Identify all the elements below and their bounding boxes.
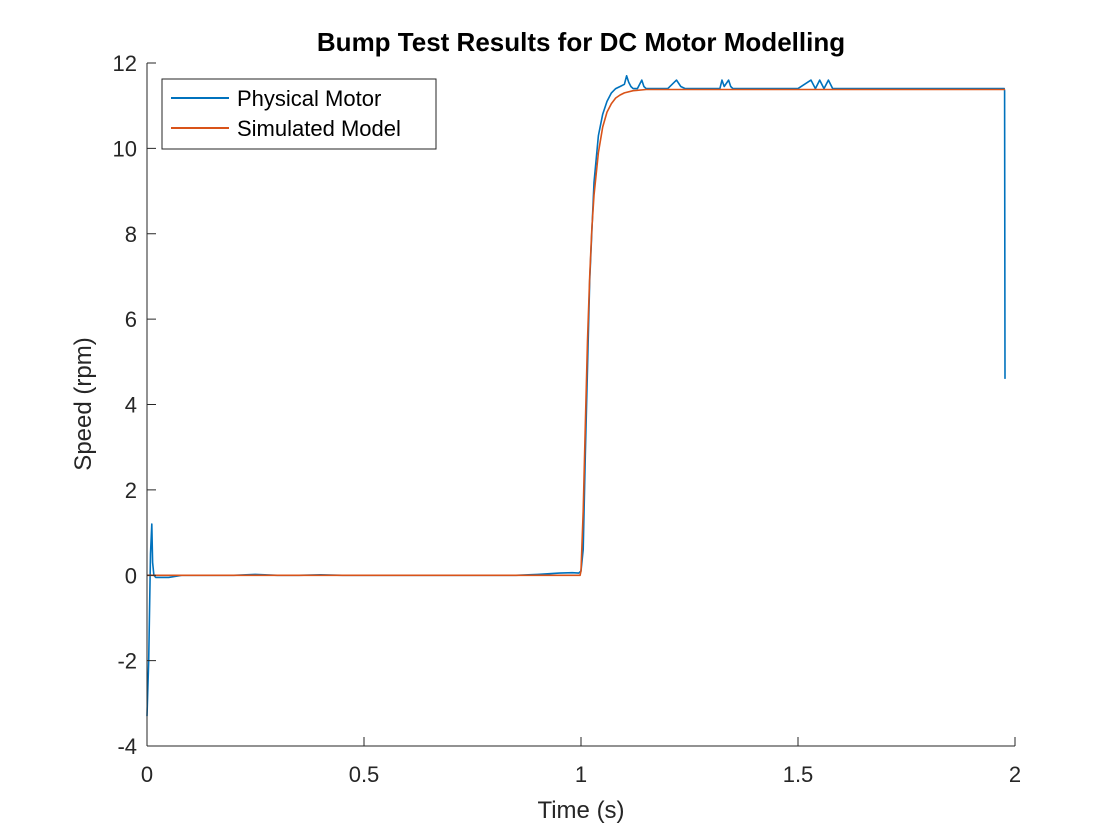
legend-box bbox=[161, 78, 437, 150]
plot-background bbox=[147, 63, 1015, 746]
y-tick-label: 8 bbox=[125, 222, 137, 247]
y-tick-label: 6 bbox=[125, 307, 137, 332]
plot-area bbox=[146, 62, 1016, 747]
x-tick-label: 1 bbox=[575, 762, 587, 787]
x-tick-labels: 0 0.5 1 1.5 2 bbox=[141, 762, 1021, 787]
y-tick-label: -4 bbox=[117, 734, 137, 759]
x-tick-label: 1.5 bbox=[783, 762, 814, 787]
y-axis-label: Speed (rpm) bbox=[70, 337, 97, 470]
series-line-simulated-model bbox=[147, 88, 1005, 577]
x-axis-label: Time (s) bbox=[537, 797, 624, 824]
x-tick-label: 0.5 bbox=[349, 762, 380, 787]
y-tick-labels: -4 -2 0 2 4 6 8 10 12 bbox=[113, 51, 137, 759]
y-tick-label: 4 bbox=[125, 393, 137, 418]
x-tick-label: 0 bbox=[141, 762, 153, 787]
series-layer bbox=[146, 75, 1006, 717]
y-tick-label: 0 bbox=[125, 563, 137, 588]
y-tick-label: 12 bbox=[113, 51, 137, 76]
y-tick-label: 10 bbox=[113, 136, 137, 161]
x-tick-label: 2 bbox=[1009, 762, 1021, 787]
legend-entry-simulated-model: Simulated Model bbox=[237, 116, 401, 141]
chart-title: Bump Test Results for DC Motor Modelling bbox=[317, 27, 845, 57]
y-tick-label: 2 bbox=[125, 478, 137, 503]
axes-layer bbox=[146, 62, 1016, 747]
legend: Physical Motor Simulated Model bbox=[161, 78, 437, 150]
legend-entry-physical-motor: Physical Motor bbox=[237, 86, 381, 111]
y-tick-label: -2 bbox=[117, 649, 137, 674]
